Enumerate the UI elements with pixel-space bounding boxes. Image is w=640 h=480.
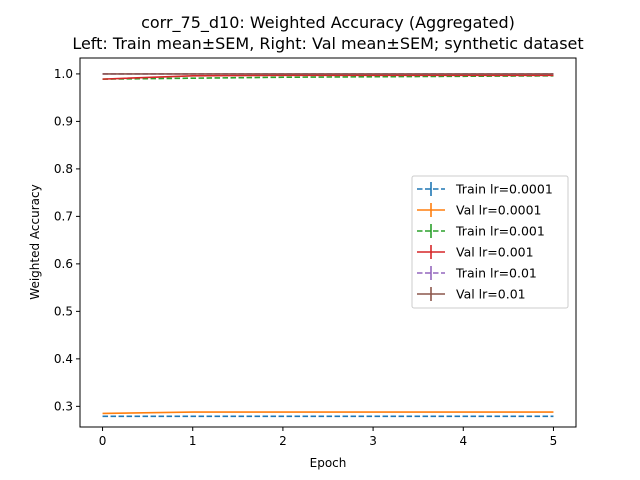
y-tick-label: 0.5 — [54, 304, 73, 318]
y-tick-label: 0.8 — [54, 162, 73, 176]
series-line-2 — [102, 75, 554, 80]
y-tick-label: 0.9 — [54, 114, 73, 128]
series-line-3 — [102, 74, 554, 80]
x-axis-label: Epoch — [310, 456, 347, 470]
x-tick-label: 0 — [99, 434, 107, 448]
legend-item: Train lr=0.01 — [417, 266, 537, 281]
legend-label: Val lr=0.0001 — [456, 203, 542, 218]
y-tick-label: 1.0 — [54, 67, 73, 81]
y-tick-label: 0.3 — [54, 399, 73, 413]
x-tick-label: 5 — [550, 434, 558, 448]
legend-label: Train lr=0.001 — [455, 224, 545, 239]
x-tick-label: 4 — [459, 434, 467, 448]
legend-frame — [411, 175, 569, 309]
x-axis-ticks: 0 1 2 3 4 5 — [99, 427, 558, 448]
legend-label: Val lr=0.001 — [456, 245, 534, 260]
legend-item: Train lr=0.001 — [417, 224, 545, 239]
x-tick-label: 3 — [369, 434, 377, 448]
x-tick-label: 1 — [189, 434, 197, 448]
y-axis-label: Weighted Accuracy — [28, 184, 42, 299]
chart-subtitle: Left: Train mean±SEM, Right: Val mean±SE… — [72, 34, 583, 53]
series-line-1 — [102, 411, 554, 415]
x-tick-label: 2 — [279, 434, 287, 448]
plot-frame — [79, 57, 577, 428]
legend-label: Val lr=0.01 — [456, 287, 526, 302]
legend-items: Train lr=0.0001 Val lr=0.0001 Train lr=0.0… — [417, 182, 553, 302]
legend: Train lr=0.0001 Val lr=0.0001 Train lr=0.0… — [411, 175, 569, 309]
legend-item: Val lr=0.01 — [417, 287, 526, 302]
y-tick-label: 0.7 — [54, 209, 73, 223]
series-layer — [102, 73, 554, 418]
y-tick-label: 0.6 — [54, 257, 73, 271]
legend-label: Train lr=0.01 — [455, 266, 537, 281]
legend-item: Val lr=0.001 — [417, 245, 534, 260]
legend-item: Train lr=0.0001 — [417, 182, 553, 197]
plot-area: 0 1 2 3 4 5 0.3 0.4 0.5 0.6 0.7 0.8 0.9 1.0 — [54, 57, 577, 448]
y-tick-label: 0.4 — [54, 352, 73, 366]
legend-item: Val lr=0.0001 — [417, 203, 542, 218]
chart-title: corr_75_d10: Weighted Accuracy (Aggregat… — [141, 13, 515, 33]
legend-label: Train lr=0.0001 — [455, 182, 553, 197]
y-axis-ticks: 0.3 0.4 0.5 0.6 0.7 0.8 0.9 1.0 — [54, 67, 80, 413]
